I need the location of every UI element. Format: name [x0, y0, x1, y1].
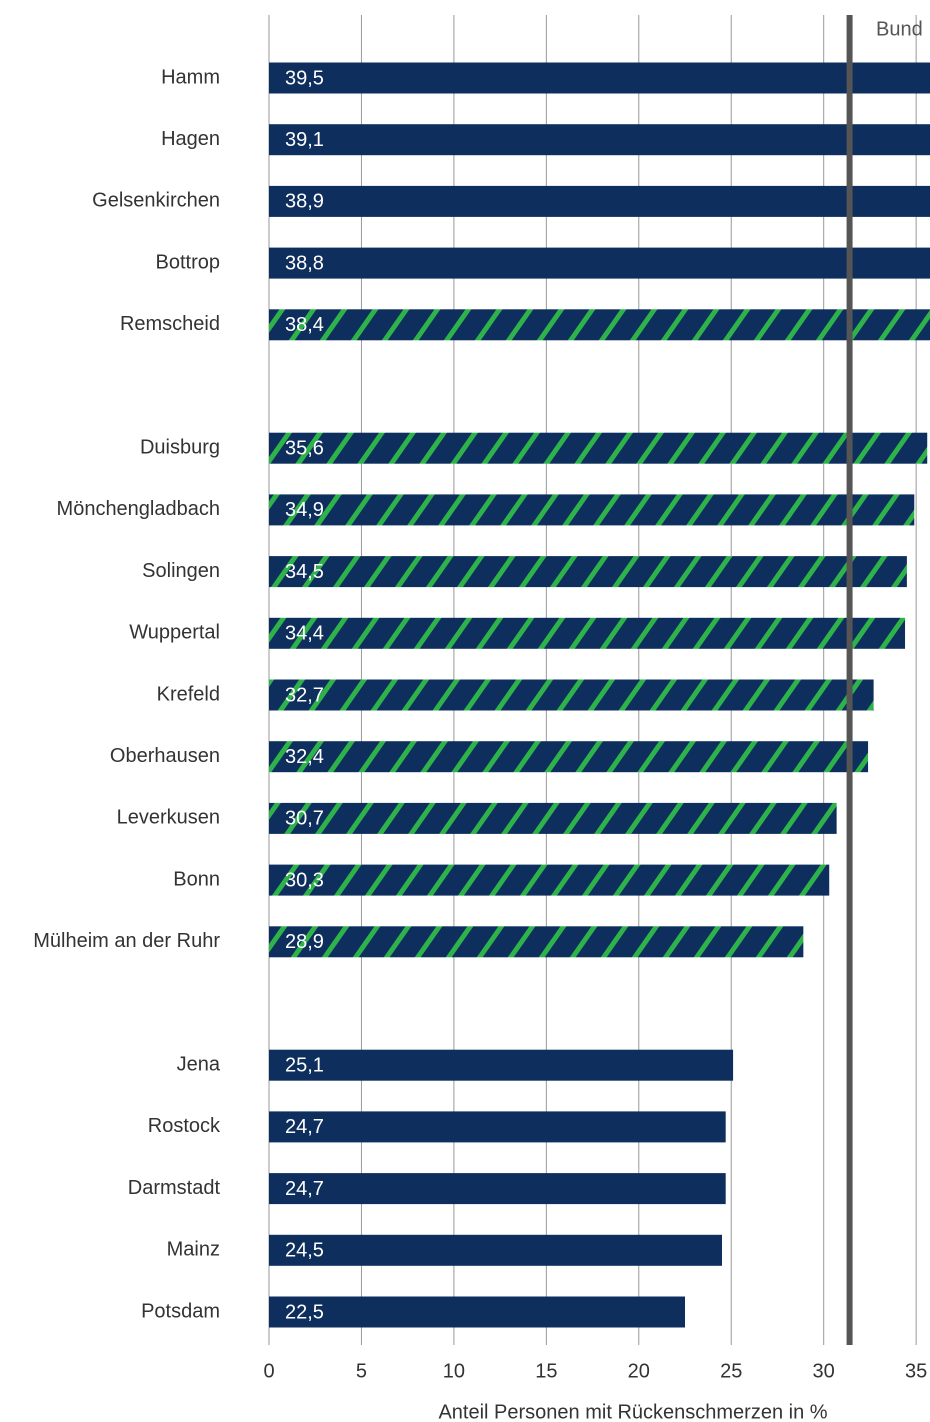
value-label: 24,7 — [285, 1116, 324, 1138]
bar — [269, 617, 906, 649]
y-tick-label: Jena — [177, 1053, 221, 1075]
x-axis-label: Anteil Personen mit Rückenschmerzen in % — [438, 1401, 827, 1422]
x-tick-label: 0 — [263, 1360, 274, 1382]
value-label: 22,5 — [285, 1301, 324, 1323]
y-tick-label: Bonn — [173, 868, 220, 890]
y-tick-label: Krefeld — [157, 683, 220, 705]
bar — [269, 1049, 734, 1081]
value-label: 32,4 — [285, 746, 324, 768]
y-tick-label: Darmstadt — [128, 1177, 221, 1199]
bar — [269, 802, 837, 834]
bar — [269, 185, 930, 217]
value-label: 34,4 — [285, 623, 324, 645]
y-tick-label: Oberhausen — [110, 745, 220, 767]
value-label: 35,6 — [285, 437, 324, 459]
value-label: 38,4 — [285, 314, 324, 336]
y-tick-label: Gelsenkirchen — [92, 190, 220, 212]
y-tick-label: Mönchengladbach — [57, 498, 220, 520]
bar — [269, 741, 869, 773]
bar — [269, 124, 930, 156]
x-tick-label: 25 — [720, 1360, 742, 1382]
y-tick-label: Remscheid — [120, 313, 220, 335]
bar — [269, 247, 930, 279]
value-label: 30,3 — [285, 869, 324, 891]
y-tick-label: Leverkusen — [117, 807, 220, 829]
y-tick-label: Duisburg — [140, 436, 220, 458]
bar — [269, 1111, 726, 1143]
y-tick-label: Mülheim an der Ruhr — [33, 930, 220, 952]
value-label: 38,9 — [285, 191, 324, 213]
value-label: 39,1 — [285, 129, 324, 151]
x-tick-label: 35 — [905, 1360, 927, 1382]
y-tick-label: Mainz — [167, 1239, 220, 1261]
bar — [269, 494, 915, 526]
bar — [269, 432, 928, 464]
bar — [269, 864, 830, 896]
bar — [269, 62, 930, 94]
x-tick-label: 20 — [628, 1360, 650, 1382]
bar — [269, 1296, 686, 1328]
value-label: 25,1 — [285, 1054, 324, 1076]
value-label: 34,5 — [285, 561, 324, 583]
y-tick-label: Hamm — [161, 66, 220, 88]
y-tick-label: Bottrop — [156, 251, 220, 273]
value-label: 39,5 — [285, 67, 324, 89]
y-tick-label: Wuppertal — [129, 622, 220, 644]
x-tick-label: 15 — [535, 1360, 557, 1382]
y-tick-label: Solingen — [142, 560, 220, 582]
y-tick-label: Hagen — [161, 128, 220, 150]
bar — [269, 1173, 726, 1205]
bar — [269, 926, 804, 958]
y-tick-label: Potsdam — [141, 1300, 220, 1322]
value-label: 28,9 — [285, 931, 324, 953]
reference-label: Bund — [876, 18, 923, 40]
bar — [269, 679, 874, 711]
y-tick-label: Rostock — [148, 1115, 221, 1137]
x-tick-label: 5 — [356, 1360, 367, 1382]
value-label: 34,9 — [285, 499, 324, 521]
bar — [269, 309, 930, 341]
bar — [269, 1234, 722, 1266]
value-label: 30,7 — [285, 808, 324, 830]
value-label: 32,7 — [285, 684, 324, 706]
bar — [269, 556, 907, 588]
x-tick-label: 30 — [813, 1360, 835, 1382]
plot-area — [268, 15, 930, 1345]
value-label: 38,8 — [285, 252, 324, 274]
value-label: 24,5 — [285, 1240, 324, 1262]
value-label: 24,7 — [285, 1178, 324, 1200]
x-tick-label: 10 — [443, 1360, 465, 1382]
